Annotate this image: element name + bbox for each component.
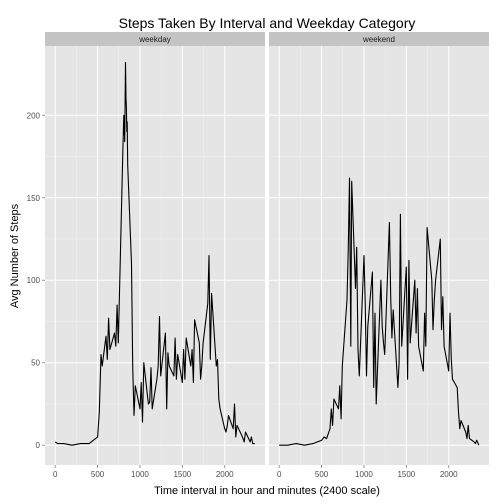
y-axis-title: Avg Number of Steps — [9, 203, 21, 308]
plot-area-weekday — [45, 46, 265, 465]
x-ticks-weekday: 0 500 1000 1500 2000 — [53, 465, 234, 479]
series-line-weekday — [54, 61, 255, 446]
y-tick-label: 150 — [27, 194, 41, 203]
x-ticks-weekend: 0 500 1000 1500 2000 — [277, 465, 458, 479]
y-tick-label: 200 — [27, 111, 41, 120]
strip-weekday — [45, 32, 265, 46]
x-tick-label: 1000 — [131, 470, 149, 479]
x-tick-label: 1500 — [173, 470, 191, 479]
x-axis-title: Time interval in hour and minutes (2400 … — [154, 485, 380, 497]
x-tick-label: 500 — [315, 470, 329, 479]
strip-weekend — [269, 32, 489, 46]
x-tick-label: 1500 — [397, 470, 415, 479]
x-tick-label: 0 — [277, 470, 282, 479]
y-tick-label: 0 — [36, 441, 41, 450]
plot-area-weekend — [269, 46, 489, 465]
y-axis-ticks: 0 50 100 150 200 — [27, 111, 45, 450]
series-line-weekend — [279, 177, 480, 446]
chart-title: Steps Taken By Interval and Weekday Cate… — [119, 15, 416, 31]
x-tick-label: 500 — [91, 470, 105, 479]
y-tick-label: 50 — [31, 359, 40, 368]
panel-weekend: weekend 0 500 1000 1500 2000 — [269, 32, 489, 479]
x-tick-label: 2000 — [440, 470, 458, 479]
strip-label-weekday: weekday — [138, 35, 171, 44]
x-tick-label: 1000 — [355, 470, 373, 479]
strip-label-weekend: weekend — [362, 35, 395, 44]
x-tick-label: 2000 — [216, 470, 234, 479]
panel-weekday: weekday 0 500 1000 1500 2000 — [45, 32, 265, 479]
x-tick-label: 0 — [53, 470, 58, 479]
grid-weekday — [45, 46, 265, 465]
y-tick-label: 100 — [27, 276, 41, 285]
